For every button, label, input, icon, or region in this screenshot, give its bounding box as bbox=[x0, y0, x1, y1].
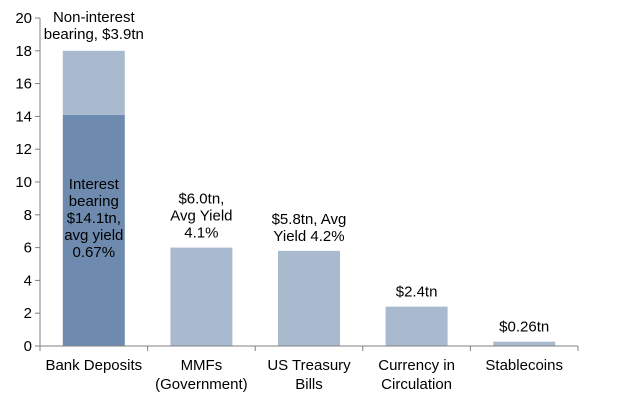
y-tick-label: 14 bbox=[15, 108, 32, 125]
bar-stack-segment bbox=[62, 50, 125, 115]
x-category-label: (Government) bbox=[155, 376, 248, 393]
data-label: $2.4tn bbox=[396, 284, 438, 301]
data-label: 4.1% bbox=[184, 225, 218, 242]
bar bbox=[62, 114, 125, 346]
y-tick-label: 2 bbox=[24, 305, 32, 322]
bar bbox=[170, 247, 233, 346]
x-axis: Bank Deposits MMFs (Government) US Treasury… bbox=[39, 345, 579, 393]
x-category-label: Stablecoins bbox=[485, 357, 563, 374]
x-category-label: Currency in bbox=[378, 357, 455, 374]
data-label: avg yield bbox=[64, 227, 123, 244]
data-label: Interest bbox=[69, 176, 120, 193]
bars bbox=[62, 50, 556, 346]
data-label: Yield 4.2% bbox=[273, 228, 344, 245]
y-tick-label: 0 bbox=[24, 338, 32, 355]
bar bbox=[385, 306, 448, 346]
x-category-label: US Treasury bbox=[267, 357, 351, 374]
x-category-label: MMFs bbox=[181, 357, 223, 374]
data-label: bearing bbox=[69, 193, 119, 210]
y-axis: 0 2 4 6 8 10 12 14 16 18 20 bbox=[15, 10, 41, 355]
data-label: bearing, $3.9tn bbox=[44, 26, 144, 43]
data-label: $5.8tn, Avg bbox=[272, 211, 347, 228]
x-category-label: Bank Deposits bbox=[45, 357, 142, 374]
y-tick-label: 16 bbox=[15, 76, 32, 93]
data-label: 0.67% bbox=[73, 244, 116, 261]
x-category-label: Circulation bbox=[381, 376, 452, 393]
y-tick-label: 10 bbox=[15, 174, 32, 191]
data-label: $6.0tn, bbox=[178, 191, 224, 208]
bar bbox=[278, 250, 340, 346]
bar bbox=[493, 341, 556, 346]
y-tick-label: 8 bbox=[24, 207, 32, 224]
data-label: $14.1tn, bbox=[67, 210, 121, 227]
y-tick-label: 18 bbox=[15, 43, 32, 60]
data-label: $0.26tn bbox=[499, 319, 549, 336]
y-tick-label: 4 bbox=[24, 272, 32, 289]
data-label: Non-interest bbox=[53, 9, 136, 26]
y-tick-label: 6 bbox=[24, 240, 32, 257]
y-tick-label: 12 bbox=[15, 141, 32, 158]
data-label: Avg Yield bbox=[170, 208, 232, 225]
x-category-label: Bills bbox=[295, 376, 323, 393]
y-tick-label: 20 bbox=[15, 10, 32, 27]
